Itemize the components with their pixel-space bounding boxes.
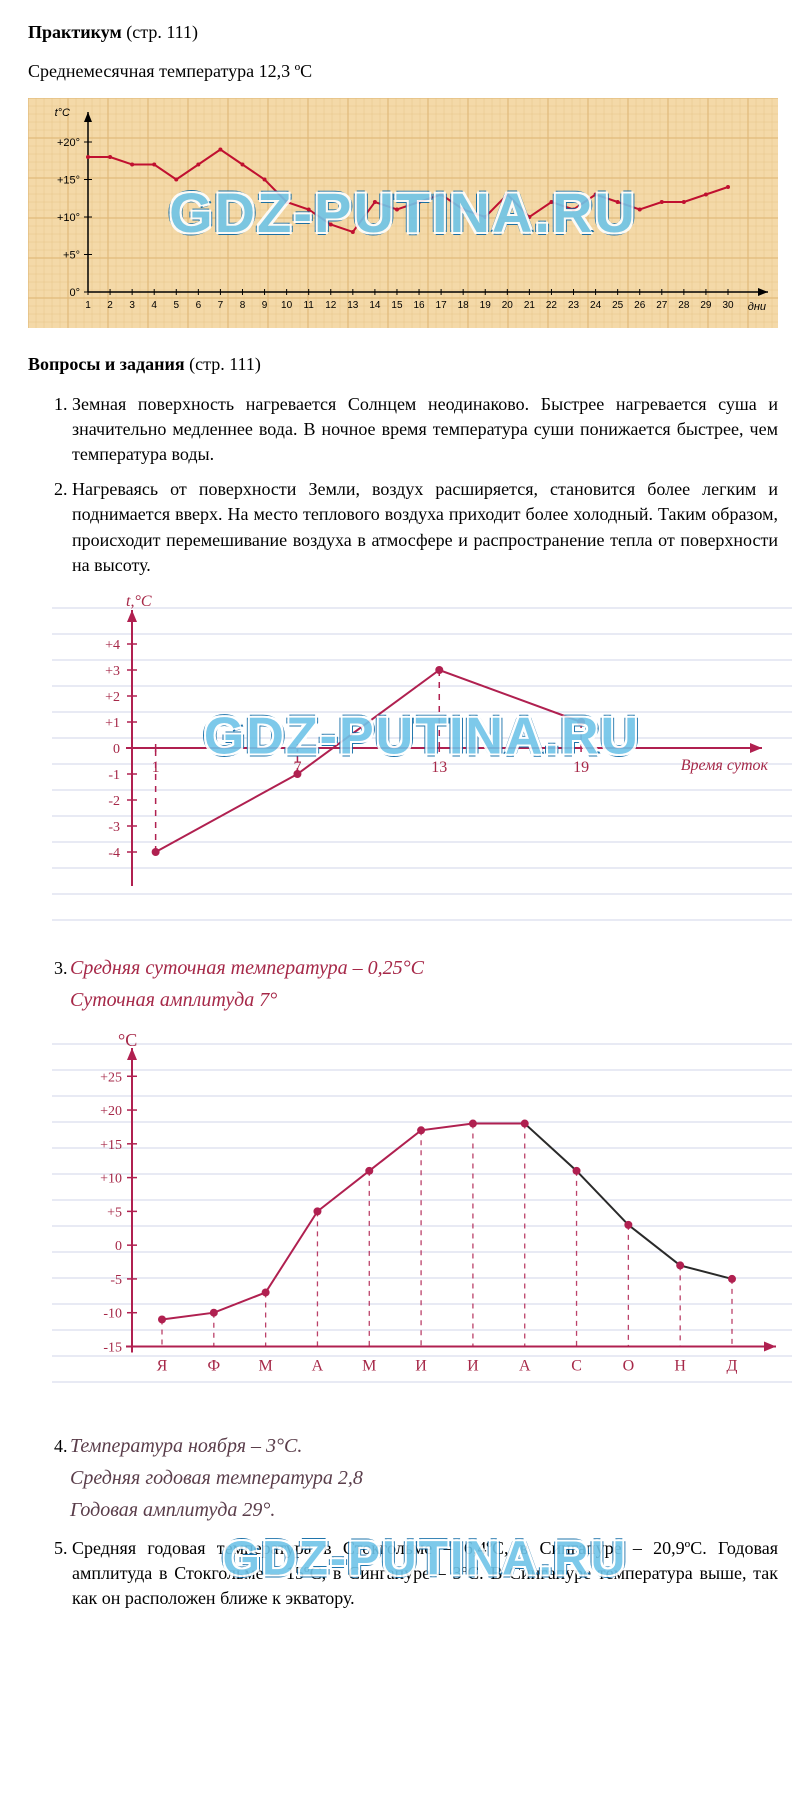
svg-text:13: 13 bbox=[431, 759, 447, 776]
chart2-container: -4-3-2-10+1+2+3+4t,°C171319Время суток G… bbox=[52, 588, 792, 928]
svg-text:-4: -4 bbox=[108, 846, 120, 861]
svg-text:-1: -1 bbox=[108, 768, 120, 783]
svg-text:19: 19 bbox=[480, 300, 492, 311]
chart2-note-line2: Суточная амплитуда 7° bbox=[70, 984, 778, 1016]
svg-text:28: 28 bbox=[678, 300, 690, 311]
svg-text:16: 16 bbox=[413, 300, 425, 311]
chart3-note-line3: Годовая амплитуда 29°. bbox=[70, 1494, 778, 1526]
svg-text:-2: -2 bbox=[108, 794, 120, 809]
svg-text:+15°: +15° bbox=[57, 175, 80, 187]
svg-text:30: 30 bbox=[722, 300, 734, 311]
svg-text:+20: +20 bbox=[100, 1104, 122, 1119]
chart3-note: Температура ноября – 3°С. Средняя годова… bbox=[52, 1430, 778, 1526]
svg-text:+1: +1 bbox=[105, 716, 120, 731]
svg-text:°C: °C bbox=[118, 1030, 137, 1050]
svg-text:8: 8 bbox=[240, 300, 246, 311]
svg-text:Н: Н bbox=[674, 1357, 686, 1374]
svg-text:Ф: Ф bbox=[207, 1357, 220, 1374]
answer-2: Нагреваясь от поверхности Земли, воздух … bbox=[72, 477, 778, 578]
svg-text:t°C: t°C bbox=[55, 107, 70, 119]
svg-text:-15: -15 bbox=[103, 1340, 122, 1355]
chart3-note-line1: Температура ноября – 3°С. bbox=[70, 1430, 778, 1462]
svg-text:+5: +5 bbox=[107, 1205, 122, 1220]
svg-text:2: 2 bbox=[107, 300, 113, 311]
answer-4: -15 -10 -5 0 +5 +10 +15 +20 +25 °C Я Ф М А М И И А С О Н Д Те… bbox=[72, 1026, 778, 1526]
practicum-heading: Практикум (стр. 111) bbox=[28, 20, 778, 45]
svg-text:26: 26 bbox=[634, 300, 646, 311]
svg-text:3: 3 bbox=[129, 300, 135, 311]
svg-text:7: 7 bbox=[218, 300, 224, 311]
chart2-note-line1: Средняя суточная температура – 0,25°С bbox=[70, 952, 778, 984]
svg-text:0: 0 bbox=[113, 742, 120, 757]
svg-text:4: 4 bbox=[151, 300, 157, 311]
answer-3: -4-3-2-10+1+2+3+4t,°C171319Время суток G… bbox=[72, 588, 778, 1016]
svg-text:0: 0 bbox=[115, 1239, 122, 1254]
svg-text:9: 9 bbox=[262, 300, 268, 311]
svg-text:13: 13 bbox=[347, 300, 359, 311]
svg-text:27: 27 bbox=[656, 300, 668, 311]
svg-text:-3: -3 bbox=[108, 820, 120, 835]
chart1-container: 0°+5°+10°+15°+20°t°C12345678910111213141… bbox=[28, 98, 778, 328]
svg-text:5: 5 bbox=[173, 300, 179, 311]
svg-text:t,°C: t,°C bbox=[126, 593, 152, 610]
svg-text:О: О bbox=[623, 1357, 635, 1374]
svg-text:+10: +10 bbox=[100, 1171, 122, 1186]
chart3-container: -15 -10 -5 0 +5 +10 +15 +20 +25 °C Я Ф М А М И И А С О Н Д bbox=[52, 1026, 792, 1406]
answer-1: Земная поверхность нагревается Солнцем н… bbox=[72, 392, 778, 468]
svg-text:М: М bbox=[259, 1357, 273, 1374]
svg-text:М: М bbox=[362, 1357, 376, 1374]
practicum-heading-rest: (стр. 111) bbox=[122, 22, 198, 42]
svg-text:12: 12 bbox=[325, 300, 337, 311]
answer-5-text: Средняя годовая температура в Стокгольме… bbox=[72, 1538, 778, 1608]
svg-text:+25: +25 bbox=[100, 1070, 122, 1085]
practicum-heading-bold: Практикум bbox=[28, 22, 122, 42]
svg-text:+20°: +20° bbox=[57, 137, 80, 149]
svg-text:21: 21 bbox=[524, 300, 536, 311]
svg-text:+2: +2 bbox=[105, 690, 120, 705]
svg-text:18: 18 bbox=[458, 300, 470, 311]
chart3: -15 -10 -5 0 +5 +10 +15 +20 +25 °C Я Ф М А М И И А С О Н Д bbox=[52, 1026, 792, 1406]
svg-text:22: 22 bbox=[546, 300, 558, 311]
svg-text:+15: +15 bbox=[100, 1138, 122, 1153]
chart3-note-line2: Средняя годовая температура 2,8 bbox=[70, 1462, 778, 1494]
svg-text:-5: -5 bbox=[110, 1273, 122, 1288]
svg-text:20: 20 bbox=[502, 300, 514, 311]
chart2: -4-3-2-10+1+2+3+4t,°C171319Время суток bbox=[52, 588, 792, 928]
svg-text:И: И bbox=[415, 1357, 427, 1374]
svg-text:дни: дни bbox=[748, 301, 766, 313]
questions-heading: Вопросы и задания (стр. 111) bbox=[28, 352, 778, 377]
svg-text:15: 15 bbox=[391, 300, 403, 311]
svg-text:+10°: +10° bbox=[57, 212, 80, 224]
chart1: 0°+5°+10°+15°+20°t°C12345678910111213141… bbox=[28, 98, 778, 328]
svg-text:17: 17 bbox=[436, 300, 448, 311]
svg-text:19: 19 bbox=[573, 759, 589, 776]
svg-text:+5°: +5° bbox=[63, 250, 80, 262]
svg-text:10: 10 bbox=[281, 300, 293, 311]
svg-text:+4: +4 bbox=[105, 638, 120, 653]
svg-text:25: 25 bbox=[612, 300, 624, 311]
svg-text:6: 6 bbox=[196, 300, 202, 311]
svg-text:И: И bbox=[467, 1357, 479, 1374]
svg-text:А: А bbox=[519, 1357, 531, 1374]
svg-text:-10: -10 bbox=[103, 1307, 122, 1322]
answers-list: Земная поверхность нагревается Солнцем н… bbox=[28, 392, 778, 1612]
svg-text:11: 11 bbox=[303, 300, 314, 311]
svg-text:14: 14 bbox=[369, 300, 381, 311]
svg-text:0°: 0° bbox=[69, 287, 80, 299]
svg-text:С: С bbox=[571, 1357, 582, 1374]
svg-text:Время суток: Время суток bbox=[681, 757, 769, 774]
svg-text:+3: +3 bbox=[105, 664, 120, 679]
questions-heading-bold: Вопросы и задания bbox=[28, 354, 185, 374]
svg-text:23: 23 bbox=[568, 300, 580, 311]
answer-5: Средняя годовая температура в Стокгольме… bbox=[72, 1536, 778, 1612]
svg-text:А: А bbox=[312, 1357, 324, 1374]
svg-text:Я: Я bbox=[157, 1357, 168, 1374]
svg-text:29: 29 bbox=[700, 300, 712, 311]
questions-heading-rest: (стр. 111) bbox=[185, 354, 261, 374]
avg-temp-text: Среднемесячная температура 12,3 ºС bbox=[28, 59, 778, 84]
svg-text:24: 24 bbox=[590, 300, 602, 311]
svg-text:1: 1 bbox=[85, 300, 91, 311]
chart2-note: Средняя суточная температура – 0,25°С Су… bbox=[52, 952, 778, 1016]
svg-text:Д: Д bbox=[727, 1357, 738, 1374]
